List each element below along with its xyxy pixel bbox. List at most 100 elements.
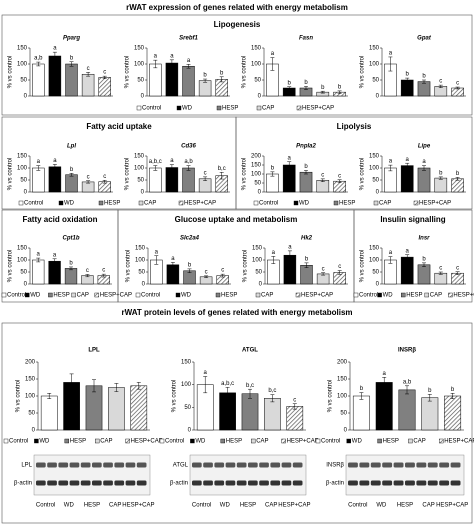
legend-swatch — [1, 292, 7, 298]
significance-label: a — [271, 51, 275, 57]
chart-title: Lipe — [418, 144, 431, 150]
error-bar — [455, 86, 460, 90]
section-title: Lipogenesis — [214, 20, 261, 29]
chart-title: Pnpla2 — [296, 144, 316, 150]
legend-swatch — [48, 292, 53, 298]
y-tick-label: 150 — [252, 246, 263, 252]
legend-label: CAP — [413, 439, 425, 445]
error-bar — [219, 76, 224, 83]
section-box — [235, 116, 473, 210]
significance-label: a — [53, 252, 57, 258]
significance-label: c — [102, 268, 105, 274]
y-tick-label: 150 — [17, 154, 28, 160]
error-bar — [187, 268, 192, 273]
blot-band — [103, 480, 113, 486]
y-tick-label: 0 — [141, 190, 145, 196]
blot-lane-label: CAP — [422, 503, 434, 509]
error-bar — [455, 177, 460, 181]
y-tick-label: 0 — [188, 428, 192, 434]
bar — [198, 80, 212, 97]
chart-title: Srebf1 — [179, 36, 198, 42]
blot-band — [348, 462, 358, 468]
blot-band — [36, 480, 46, 486]
significance-label: c — [321, 172, 324, 178]
legend-swatch — [25, 292, 30, 298]
blot-band — [80, 462, 91, 468]
bar — [182, 65, 195, 97]
legend-swatch — [71, 292, 76, 298]
blot-band — [281, 480, 292, 486]
error-bar — [438, 176, 443, 180]
error-bar — [287, 161, 292, 169]
legend-swatch — [220, 438, 226, 444]
y-axis-label: % vs control — [8, 56, 14, 89]
y-axis-label: % vs control — [16, 380, 22, 413]
significance-label: b — [451, 387, 455, 393]
blot-band — [292, 462, 303, 468]
y-tick-label: 50 — [255, 270, 262, 276]
error-bar — [86, 180, 91, 184]
significance-label: b — [188, 262, 192, 268]
chart-title: Gpat — [417, 36, 432, 42]
bar — [316, 273, 330, 285]
significance-label: a — [187, 58, 191, 64]
y-tick-label: 100 — [369, 258, 380, 264]
bar — [65, 63, 78, 97]
bar — [266, 173, 279, 193]
chart-title: ATGL — [242, 348, 258, 354]
blot-band — [36, 462, 46, 468]
chart-title: Hk2 — [301, 236, 313, 242]
error-bar — [438, 271, 443, 275]
error-bar — [388, 56, 393, 72]
legend-swatch — [190, 438, 195, 444]
error-bar — [405, 162, 410, 169]
bar — [264, 398, 281, 431]
blot-lane-label: CAP — [265, 503, 277, 509]
legend-swatch — [176, 105, 182, 111]
legend-swatch — [138, 200, 144, 206]
legend-swatch — [315, 438, 321, 444]
legend-label: CAP — [430, 293, 442, 299]
y-tick-label: 150 — [134, 46, 145, 52]
y-tick-label: 0 — [24, 94, 28, 100]
legend-label: WD — [299, 201, 310, 207]
legend-swatch — [34, 438, 39, 444]
significance-label: b — [338, 84, 342, 90]
error-bar — [36, 61, 41, 67]
y-axis-label: % vs control — [126, 250, 132, 283]
y-tick-label: 50 — [254, 78, 261, 84]
significance-label: c — [338, 264, 341, 270]
chart-title: Pparg — [63, 36, 80, 42]
legend-swatch — [216, 105, 222, 111]
legend-label: HESP+CAP — [302, 106, 334, 112]
error-bar — [203, 376, 208, 394]
y-tick-label: 50 — [20, 178, 27, 184]
blot-band — [69, 480, 80, 486]
blot-band — [103, 462, 113, 468]
legend-label: CAP — [144, 201, 156, 207]
error-bar — [287, 250, 292, 260]
y-axis-label: % vs control — [8, 250, 14, 283]
legend-swatch — [377, 292, 382, 298]
significance-label: a,b — [34, 56, 43, 62]
y-tick-label: 150 — [135, 246, 146, 252]
blot-band — [58, 480, 69, 486]
chart-title: Fasn — [299, 36, 313, 42]
blot-frame — [189, 454, 307, 496]
blot-row-label: β-actin — [14, 481, 32, 487]
error-bar — [337, 90, 342, 94]
error-bar — [427, 394, 432, 402]
legend-label: Control — [321, 439, 340, 445]
legend-label: CAP — [256, 439, 268, 445]
legend-swatch — [346, 438, 351, 444]
y-tick-label: 0 — [258, 94, 262, 100]
bar — [166, 264, 180, 285]
blot-band — [136, 480, 147, 486]
blot-lane-label: HESP — [240, 503, 256, 509]
y-tick-label: 50 — [372, 78, 379, 84]
legend-swatch — [159, 438, 165, 444]
section-title: Fatty acid oxidation — [22, 215, 97, 224]
error-bar — [52, 258, 57, 264]
blot-band — [69, 462, 80, 468]
bar — [451, 178, 464, 193]
